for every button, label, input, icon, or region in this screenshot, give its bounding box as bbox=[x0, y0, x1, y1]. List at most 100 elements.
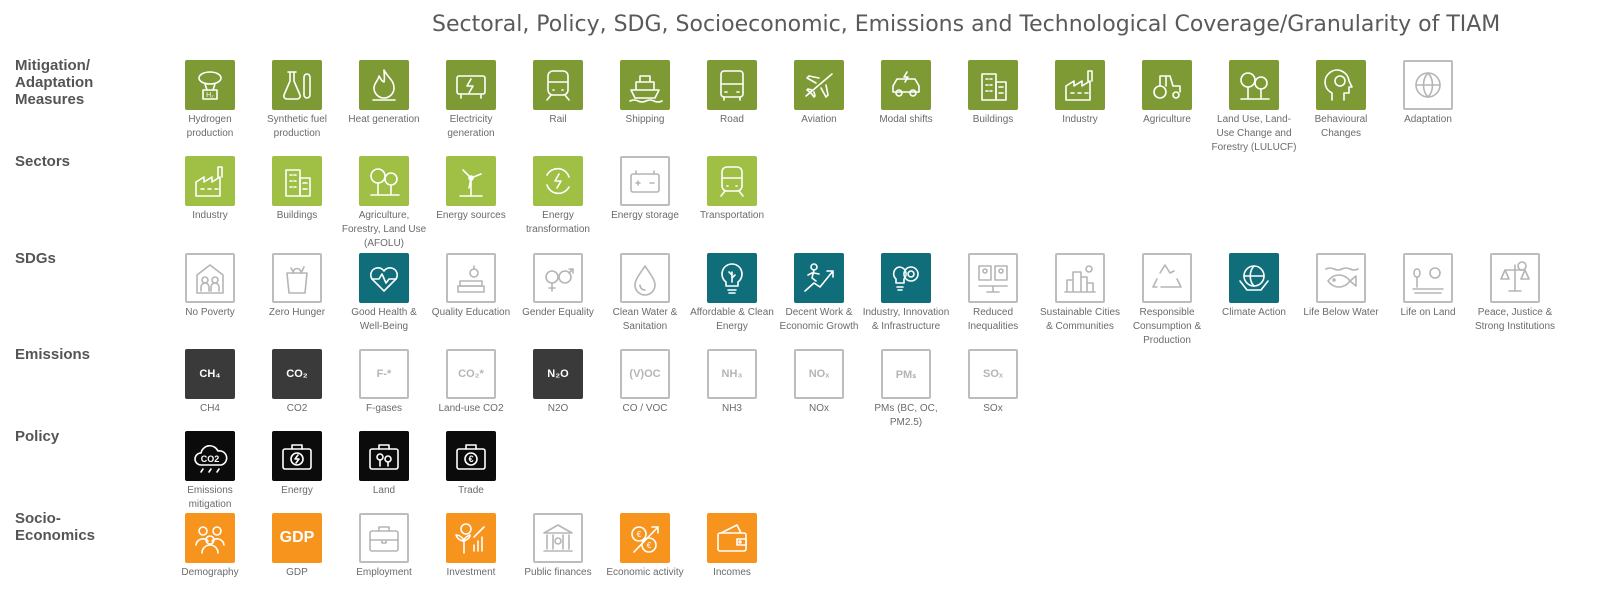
coverage-item: N₂O N2O bbox=[514, 349, 602, 416]
bus-icon bbox=[707, 60, 757, 110]
coverage-item: Energy sources bbox=[427, 156, 515, 223]
justice-icon bbox=[1490, 253, 1540, 303]
item-caption: SOx bbox=[983, 403, 1003, 414]
heart-pulse-icon bbox=[359, 253, 409, 303]
item-caption: Agriculture bbox=[1143, 114, 1191, 125]
coverage-item: CO2 Emissions mitigation bbox=[166, 431, 254, 512]
item-caption: Industry bbox=[192, 210, 228, 221]
item-caption: Incomes bbox=[713, 567, 751, 578]
svg-text:€: € bbox=[468, 454, 473, 464]
co2-icon: CO₂ bbox=[272, 349, 322, 399]
item-caption: Reduced Inequalities bbox=[967, 307, 1019, 332]
item-caption: Aviation bbox=[801, 114, 837, 125]
item-caption: Gender Equality bbox=[522, 307, 594, 318]
coverage-item: H₂ Hydrogen production bbox=[166, 60, 254, 141]
battery-icon-graphic bbox=[630, 170, 660, 193]
tile-label: NOₓ bbox=[808, 368, 830, 380]
item-caption: Synthetic fuel production bbox=[266, 114, 328, 139]
coverage-item: Affordable & Clean Energy bbox=[688, 253, 776, 334]
row-label: Sectors bbox=[15, 153, 71, 170]
building-icon-graphic bbox=[285, 169, 311, 197]
item-caption: CO / VOC bbox=[622, 403, 668, 414]
euro-growth-icon: € € bbox=[620, 513, 670, 563]
item-caption: Emissions mitigation bbox=[187, 485, 233, 510]
gender-icon-graphic bbox=[545, 268, 574, 292]
co2-cloud-icon-graphic: CO2 bbox=[194, 445, 228, 473]
item-caption: Electricity generation bbox=[447, 114, 495, 139]
item-caption: Buildings bbox=[972, 114, 1014, 125]
books-icon bbox=[446, 253, 496, 303]
landuse-co2-icon: CO₂* bbox=[446, 349, 496, 399]
bank-icon bbox=[533, 513, 583, 563]
sox-icon: SOₓ bbox=[968, 349, 1018, 399]
coverage-item: Employment bbox=[340, 513, 428, 580]
flame-icon-graphic bbox=[372, 69, 396, 101]
coverage-item: Investment bbox=[427, 513, 515, 580]
growth-runner-icon bbox=[794, 253, 844, 303]
globe-hands-icon-graphic bbox=[1239, 265, 1269, 291]
ev-car-icon-graphic bbox=[892, 71, 920, 97]
item-caption: Decent Work & Economic Growth bbox=[779, 307, 859, 332]
item-caption: Zero Hunger bbox=[268, 307, 326, 318]
tractor-icon bbox=[1142, 60, 1192, 110]
tile-label: SOₓ bbox=[983, 368, 1003, 380]
train-icon-graphic bbox=[720, 166, 744, 197]
factory-icon bbox=[185, 156, 235, 206]
globe-icon-graphic bbox=[1415, 72, 1441, 98]
item-caption: Trade bbox=[458, 485, 484, 496]
flask-icon bbox=[272, 60, 322, 110]
coverage-item: Energy transformation bbox=[514, 156, 602, 237]
row-label: Mitigation/ Adaptation Measures bbox=[15, 57, 94, 108]
item-caption: Industry bbox=[1062, 114, 1098, 125]
coverage-item: Sustainable Cities & Communities bbox=[1036, 253, 1124, 334]
briefcase-icon-graphic bbox=[369, 526, 399, 552]
item-caption: CO2 bbox=[286, 403, 308, 414]
coverage-item: GDP GDP bbox=[253, 513, 341, 580]
item-caption: Energy transformation bbox=[526, 210, 590, 235]
wallet-icon-graphic bbox=[717, 524, 747, 552]
coverage-item: Behavioural Changes bbox=[1297, 60, 1385, 141]
item-caption: Life Below Water bbox=[1303, 307, 1379, 318]
coverage-item: Quality Education bbox=[427, 253, 515, 320]
item-caption: Buildings bbox=[276, 210, 318, 221]
ship-icon bbox=[620, 60, 670, 110]
euro-growth-icon-graphic: €€ bbox=[631, 526, 659, 553]
tile-label: F-* bbox=[376, 368, 392, 380]
head-brain-icon-graphic bbox=[1324, 69, 1353, 101]
coverage-item: Zero Hunger bbox=[253, 253, 341, 320]
plant-coins-icon bbox=[446, 513, 496, 563]
plant-coins-icon-graphic bbox=[455, 523, 485, 554]
item-caption: Climate Action bbox=[1222, 307, 1286, 318]
trees-icon-graphic bbox=[1240, 72, 1270, 100]
growth-runner-icon-graphic bbox=[804, 263, 834, 292]
coverage-item: Gender Equality bbox=[514, 253, 602, 320]
generator-icon bbox=[446, 60, 496, 110]
item-caption: Adaptation bbox=[1404, 114, 1452, 125]
coverage-item: Synthetic fuel production bbox=[253, 60, 341, 141]
coverage-item: Industry bbox=[1036, 60, 1124, 127]
ship-icon-graphic bbox=[629, 75, 663, 103]
coverage-item: Land Use, Land-Use Change and Forestry (… bbox=[1210, 60, 1298, 155]
briefcase-land-icon-graphic bbox=[369, 444, 399, 470]
lightbulb-icon-graphic bbox=[721, 263, 743, 294]
globe-icon bbox=[1403, 60, 1453, 110]
item-caption: Clean Water & Sanitation bbox=[612, 307, 678, 332]
item-caption: Economic activity bbox=[606, 567, 684, 578]
item-caption: Shipping bbox=[625, 114, 665, 125]
item-caption: Affordable & Clean Energy bbox=[690, 307, 774, 332]
building-icon bbox=[968, 60, 1018, 110]
coverage-item: Adaptation bbox=[1384, 60, 1472, 127]
coverage-item: € € Economic activity bbox=[601, 513, 689, 580]
train-icon-graphic bbox=[546, 70, 570, 101]
energy-cycle-icon bbox=[533, 156, 583, 206]
city-icon-graphic bbox=[1064, 265, 1096, 293]
coverage-item: NOₓ NOx bbox=[775, 349, 863, 416]
people-icon bbox=[968, 253, 1018, 303]
tile-label: CO₂ bbox=[286, 368, 308, 380]
coverage-item: Life on Land bbox=[1384, 253, 1472, 320]
coverage-item: Modal shifts bbox=[862, 60, 950, 127]
coverage-item: Life Below Water bbox=[1297, 253, 1385, 320]
coverage-item: Industry, Innovation & Infrastructure bbox=[862, 253, 950, 334]
briefcase-energy-icon-graphic bbox=[282, 444, 312, 470]
item-caption: Agriculture, Forestry, Land Use (AFOLU) bbox=[341, 210, 427, 249]
